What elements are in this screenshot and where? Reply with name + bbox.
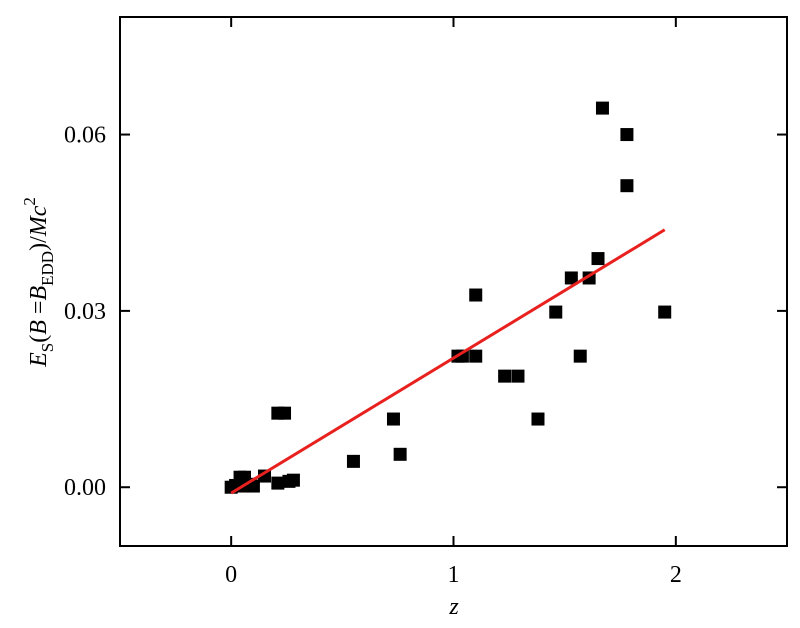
data-point — [595, 101, 609, 115]
data-point — [278, 406, 292, 420]
data-point — [511, 369, 525, 383]
y-tick-label: 0.00 — [64, 475, 106, 501]
x-tick-label: 0 — [225, 562, 237, 588]
data-point — [498, 369, 512, 383]
data-point — [469, 288, 483, 302]
data-point — [531, 412, 545, 426]
data-point — [564, 271, 578, 285]
data-point — [346, 454, 360, 468]
data-point — [469, 349, 483, 363]
y-tick-label: 0.03 — [64, 299, 106, 325]
x-axis-label: z — [448, 594, 459, 620]
y-axis-label: ES(B =BEDD)/Mc2 — [20, 197, 57, 368]
y-tick-label: 0.06 — [64, 123, 106, 149]
data-point — [286, 473, 300, 487]
plot-frame — [119, 16, 788, 547]
data-point — [591, 252, 605, 266]
data-point — [258, 469, 272, 483]
data-point — [386, 412, 400, 426]
data-point — [271, 476, 285, 490]
data-point — [549, 305, 563, 319]
data-point — [573, 349, 587, 363]
x-tick-label: 2 — [670, 562, 682, 588]
data-point — [393, 447, 407, 461]
data-point — [620, 128, 634, 142]
data-point — [620, 179, 634, 193]
fit-line — [230, 228, 666, 495]
x-tick-label: 1 — [448, 562, 460, 588]
data-point — [658, 305, 672, 319]
